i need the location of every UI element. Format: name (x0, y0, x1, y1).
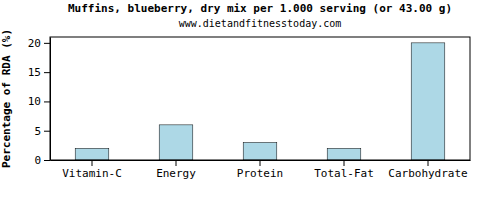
x-tick-mark (92, 160, 93, 166)
x-axis: Vitamin-C Energy Protein Total-Fat Carbohydr… (51, 160, 471, 180)
x-tick-label: Vitamin-C (62, 167, 122, 180)
x-tick-label: Protein (237, 167, 283, 180)
x-tick: Vitamin-C (62, 160, 122, 180)
y-axis: 0 5 10 15 20 (28, 37, 51, 167)
x-tick: Protein (237, 160, 283, 180)
x-tick-label: Carbohydrate (388, 167, 467, 180)
bar (411, 43, 445, 160)
x-tick-label: Energy (156, 167, 196, 180)
x-tick-mark (176, 160, 177, 166)
x-tick-label: Total-Fat (314, 167, 374, 180)
y-tick-label: 0 (34, 154, 41, 167)
bar (327, 148, 361, 160)
bar (75, 148, 109, 160)
title: Muffins, blueberry, dry mix per 1.000 se… (68, 2, 452, 15)
y-tick-mark (44, 101, 50, 102)
y-tick: 15 (28, 66, 50, 79)
chart: 0 5 10 15 20 Vitamin-C Energy Protein Total-Fat C… (0, 0, 500, 200)
x-tick-mark (344, 160, 345, 166)
y-tick: 5 (34, 125, 50, 138)
plot-frame (50, 37, 470, 160)
x-tick-mark (260, 160, 261, 166)
y-axis-line (50, 38, 51, 161)
x-tick: Total-Fat (314, 160, 374, 180)
y-tick-mark (44, 43, 50, 44)
y-tick-label: 5 (34, 125, 41, 138)
bar (243, 142, 277, 160)
x-tick: Carbohydrate (388, 160, 467, 180)
x-tick: Energy (156, 160, 196, 180)
y-tick-mark (44, 72, 50, 73)
subtitle: www.dietandfitnesstoday.com (179, 18, 342, 29)
y-tick-mark (44, 131, 50, 132)
y-axis-title: Percentage of RDA (%) (0, 29, 13, 168)
y-tick-label: 15 (28, 66, 41, 79)
y-tick: 10 (28, 95, 50, 108)
y-tick: 0 (34, 154, 50, 167)
y-tick-label: 10 (28, 95, 41, 108)
y-tick-label: 20 (28, 37, 41, 50)
y-tick-mark (44, 160, 50, 161)
bars (75, 43, 445, 160)
y-tick: 20 (28, 37, 50, 50)
x-tick-mark (428, 160, 429, 166)
bar (159, 125, 193, 160)
